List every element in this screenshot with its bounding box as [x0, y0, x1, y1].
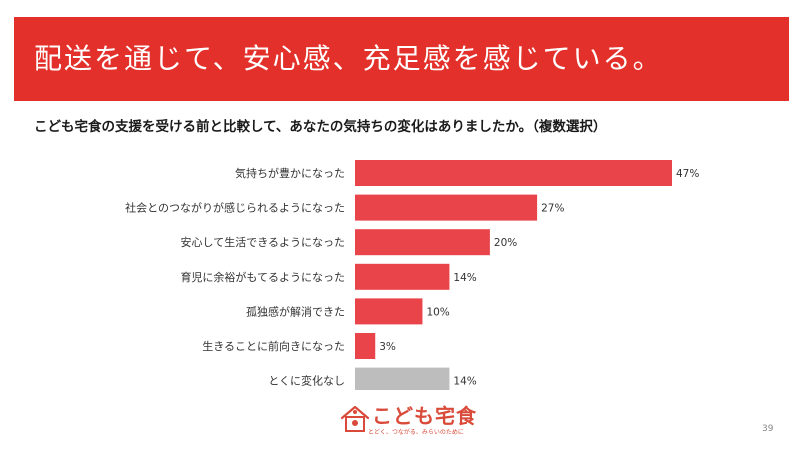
bar: [355, 333, 376, 359]
slide-title: 配送を通じて、安心感、充足感を感じている。: [34, 42, 663, 75]
category-label: 安心して生活できるようになった: [181, 235, 345, 249]
value-label: 47%: [676, 168, 699, 180]
survey-question: こども宅食の支援を受ける前と比較して、あなたの気持ちの変化はありましたか。（複数…: [34, 119, 607, 135]
logo-tagline: とどく、つながる、みらいのために: [368, 429, 464, 436]
bar: [355, 160, 672, 186]
page-number: 39: [762, 424, 774, 434]
bar: [355, 263, 450, 290]
category-label: 生きることに前向きになった: [202, 339, 345, 353]
category-label: 育児に余裕がもてるようになった: [180, 270, 345, 284]
value-label: 3%: [379, 341, 396, 353]
value-label: 27%: [541, 203, 564, 215]
value-label: 20%: [494, 237, 517, 249]
value-label: 10%: [426, 306, 449, 318]
category-label: 社会とのつながりが感じられるようになった: [125, 201, 345, 215]
category-label: 孤独感が解消できた: [246, 304, 345, 318]
bar-chart: 気持ちが豊かになった 47% 社会とのつながりが感じられるようになった 27% 安心して…: [125, 160, 699, 390]
value-label: 14%: [453, 376, 476, 388]
category-label: とくに変化なし: [268, 374, 345, 388]
title-banner: 配送を通じて、安心感、充足感を感じている。: [14, 17, 789, 101]
bar: [355, 194, 538, 221]
value-label: 14%: [453, 272, 476, 284]
bar: [355, 367, 450, 390]
logo-name: こども宅食: [372, 404, 477, 428]
house-logo-icon: [340, 405, 370, 432]
bar: [355, 298, 423, 325]
category-label: 気持ちが豊かになった: [235, 166, 345, 180]
kodomo-takushoku-logo: こども宅食 とどく、つながる、みらいのために: [338, 400, 478, 440]
bar: [355, 229, 490, 256]
